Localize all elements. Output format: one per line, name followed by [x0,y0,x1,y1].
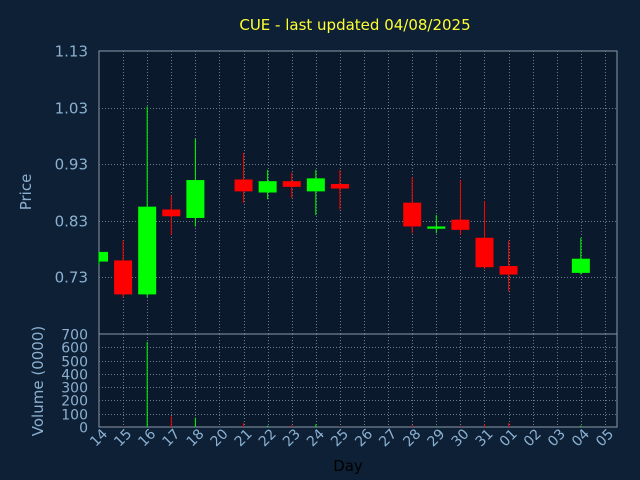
x-tick-label: 18 [184,426,208,450]
volume-bars [122,341,582,427]
volume-tick-label: 0 [79,421,88,437]
x-tick-label: 04 [569,426,593,450]
price-axis-label: Price [17,174,35,211]
x-tick-label: 28 [400,426,424,450]
x-tick-label: 30 [449,426,473,450]
candles [98,106,590,298]
candle-body [114,260,133,295]
x-tick-label: 25 [328,426,352,450]
candle-body [330,184,349,189]
candle-body [499,266,518,275]
x-tick-label: 15 [111,426,135,450]
candle-body [571,258,590,273]
x-tick-label: 01 [497,426,521,450]
x-axis-label: Day [333,457,363,475]
x-tick-label: 20 [208,426,232,450]
x-tick-label: 14 [87,426,111,450]
x-tick-label: 27 [376,426,400,450]
candle-body [282,181,301,187]
candle-body [186,180,205,218]
x-axis: 14 15 16 17 18 20 21 22 23 24 25 26 27 28 29 30 31 01 02 03… [87,426,617,450]
x-tick-label: 03 [545,426,569,450]
chart-title: CUE - last updated 04/08/2025 [239,16,470,34]
candle-body [234,179,253,192]
volume-tick-label: 100 [61,408,88,424]
price-tick-label: 1.13 [55,43,88,61]
price-tick-label: 1.03 [55,100,88,118]
x-tick-label: 23 [280,426,304,450]
x-tick-label: 16 [135,426,159,450]
volume-tick-label: 700 [61,328,88,344]
price-panel [98,50,618,335]
candle-body [306,178,325,192]
volume-tick-label: 200 [61,394,88,410]
candle-body [451,219,470,230]
x-tick-label: 26 [352,426,376,450]
x-tick-label: 05 [593,426,617,450]
candle-body [162,209,181,217]
x-tick-label: 29 [425,426,449,450]
price-tick-label: 0.93 [55,156,88,174]
x-tick-label: 21 [232,426,256,450]
price-tick-label: 0.83 [55,213,88,231]
x-tick-label: 17 [159,426,183,450]
candle-body [258,181,277,193]
volume-tick-label: 500 [61,355,88,371]
x-tick-label: 02 [521,426,545,450]
candle-body [475,237,494,268]
volume-panel [98,333,618,428]
x-tick-label: 22 [256,426,280,450]
candle-body [99,251,108,262]
price-axis: 1.13 1.03 0.93 0.83 0.73 [55,43,88,287]
volume-axis-label: Volume (0000) [29,326,47,436]
volume-tick-label: 400 [61,368,88,384]
candle-body [427,226,446,229]
volume-tick-label: 300 [61,381,88,397]
x-tick-label: 31 [473,426,497,450]
candle-body [403,202,422,227]
x-tick-label: 24 [304,426,328,450]
price-tick-label: 0.73 [55,269,88,287]
volume-tick-label: 600 [61,341,88,357]
candle-body [138,206,157,295]
